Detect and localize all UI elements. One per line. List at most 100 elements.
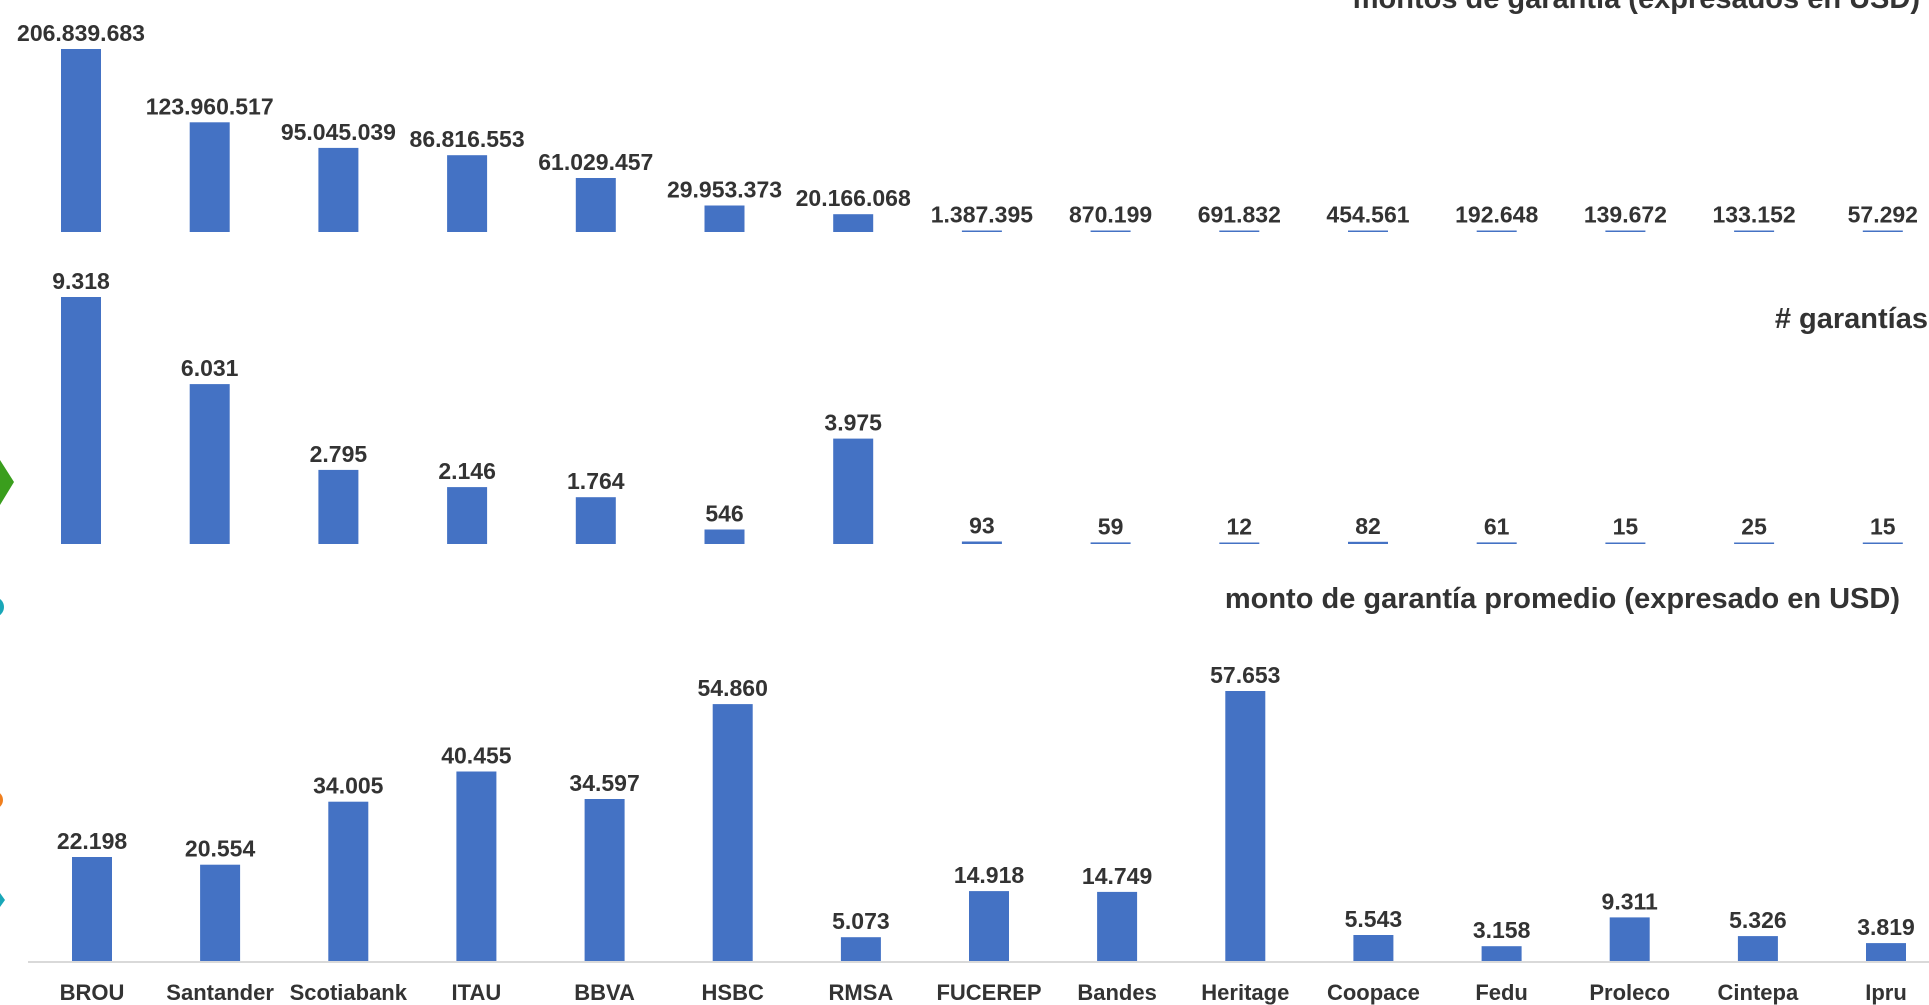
bar-series xyxy=(72,691,1906,961)
chart-title: montos de garantía (expresados en USD) xyxy=(1353,0,1920,15)
category-labels: BROU Santander Scotiabank ITAU BBVA HSBC RMSA F… xyxy=(60,980,1907,1005)
value-label: 1.387.395 xyxy=(931,202,1034,228)
edge-shapes xyxy=(0,460,14,907)
value-label: 139.672 xyxy=(1584,202,1667,228)
value-label: 192.648 xyxy=(1455,202,1538,228)
bar-bandes xyxy=(1090,230,1131,232)
bar-heritage xyxy=(1219,230,1260,232)
bar-hsbc xyxy=(704,529,745,544)
value-label: 206.839.683 xyxy=(17,20,145,46)
bar-cintepa xyxy=(1734,230,1775,232)
value-label: 59 xyxy=(1098,513,1124,539)
bar-fedu xyxy=(1476,542,1517,544)
value-label: 123.960.517 xyxy=(146,93,274,119)
value-label: 20.554 xyxy=(185,836,256,862)
value-label: 3.819 xyxy=(1857,914,1915,940)
value-label: 86.816.553 xyxy=(410,126,525,152)
bar-bandes xyxy=(1097,891,1138,961)
value-label: 61.029.457 xyxy=(538,149,653,175)
category-label: Cintepa xyxy=(1718,980,1799,1005)
value-label: 57.292 xyxy=(1848,202,1918,228)
bar-rmsa xyxy=(833,214,874,232)
value-label: 15 xyxy=(1870,514,1896,540)
chart-garantias: # garantías 9.318 6.031 2.795 2.146 1.764 546… xyxy=(52,268,1928,544)
value-label: 2.146 xyxy=(438,458,496,484)
value-label: 22.198 xyxy=(57,828,128,854)
chart-title: monto de garantía promedio (expresado en… xyxy=(1225,583,1900,615)
bar-bandes xyxy=(1090,542,1131,544)
category-label: Santander xyxy=(166,980,274,1005)
bar-fedu xyxy=(1481,946,1522,961)
bar-bbva xyxy=(575,497,616,544)
bar-fucerep xyxy=(961,230,1002,232)
bar-itau xyxy=(447,487,488,544)
category-label: BROU xyxy=(60,980,125,1005)
value-label: 34.005 xyxy=(313,773,384,799)
category-label: Ipru xyxy=(1865,980,1907,1005)
chart-promedio: monto de garantía promedio (expresado en… xyxy=(28,583,1929,963)
bar-rmsa xyxy=(840,937,881,961)
value-label: 61 xyxy=(1484,513,1510,539)
bar-santander xyxy=(189,122,230,232)
value-labels: 22.198 20.554 34.005 40.455 34.597 54.860 5.07… xyxy=(57,662,1915,943)
value-label: 691.832 xyxy=(1198,202,1281,228)
category-label: Bandes xyxy=(1077,980,1156,1005)
bar-cintepa xyxy=(1737,936,1778,961)
bar-ipru xyxy=(1866,943,1906,961)
bar-cintepa xyxy=(1734,542,1775,544)
category-label: FUCEREP xyxy=(936,980,1041,1005)
bar-ipru xyxy=(1862,230,1903,232)
bar-heritage xyxy=(1225,691,1266,961)
value-label: 29.953.373 xyxy=(667,177,782,203)
category-label: ITAU xyxy=(452,980,502,1005)
value-labels: 206.839.683 123.960.517 95.045.039 86.816.5… xyxy=(17,20,1918,228)
edge-shape-3 xyxy=(0,893,5,907)
edge-shape-2 xyxy=(0,793,3,807)
value-label: 14.918 xyxy=(954,862,1025,888)
value-label: 25 xyxy=(1741,514,1767,540)
bar-hsbc xyxy=(712,704,753,961)
category-label: Proleco xyxy=(1589,980,1670,1005)
category-label: BBVA xyxy=(574,980,635,1005)
value-label: 3.975 xyxy=(824,410,882,436)
value-label: 14.749 xyxy=(1082,863,1152,889)
value-label: 5.073 xyxy=(832,908,890,934)
bar-proleco xyxy=(1609,917,1650,961)
value-label: 54.860 xyxy=(698,675,768,701)
bar-bbva xyxy=(584,799,625,961)
bar-brou xyxy=(61,49,101,232)
edge-shape-1 xyxy=(0,599,4,615)
bar-bbva xyxy=(575,178,616,232)
value-label: 546 xyxy=(705,501,743,527)
category-label: Coopace xyxy=(1327,980,1420,1005)
bar-itau xyxy=(456,771,497,961)
value-label: 870.199 xyxy=(1069,202,1152,228)
value-labels: 9.318 6.031 2.795 2.146 1.764 546 3.975 93 59 12 8… xyxy=(52,268,1896,540)
category-label: Heritage xyxy=(1201,980,1289,1005)
edge-shape-0 xyxy=(0,460,14,505)
bar-brou xyxy=(61,297,101,544)
bar-hsbc xyxy=(704,205,745,232)
category-label: Fedu xyxy=(1475,980,1528,1005)
value-label: 5.326 xyxy=(1729,907,1787,933)
chart-title: # garantías xyxy=(1775,303,1928,335)
category-label: RMSA xyxy=(829,980,894,1005)
value-label: 5.543 xyxy=(1345,906,1403,932)
value-label: 20.166.068 xyxy=(796,185,911,211)
bar-santander xyxy=(200,864,241,961)
bar-proleco xyxy=(1605,542,1646,544)
bar-coopace xyxy=(1353,935,1394,961)
value-label: 1.764 xyxy=(567,468,625,494)
bar-rmsa xyxy=(833,438,874,544)
bar-heritage xyxy=(1219,542,1260,544)
bar-ipru xyxy=(1862,542,1903,544)
value-label: 40.455 xyxy=(441,743,512,769)
value-label: 82 xyxy=(1355,513,1381,539)
value-label: 454.561 xyxy=(1326,202,1409,228)
value-label: 6.031 xyxy=(181,355,239,381)
bar-series xyxy=(61,49,1903,232)
bar-itau xyxy=(447,155,488,232)
bar-coopace xyxy=(1348,541,1388,544)
value-label: 133.152 xyxy=(1713,202,1796,228)
